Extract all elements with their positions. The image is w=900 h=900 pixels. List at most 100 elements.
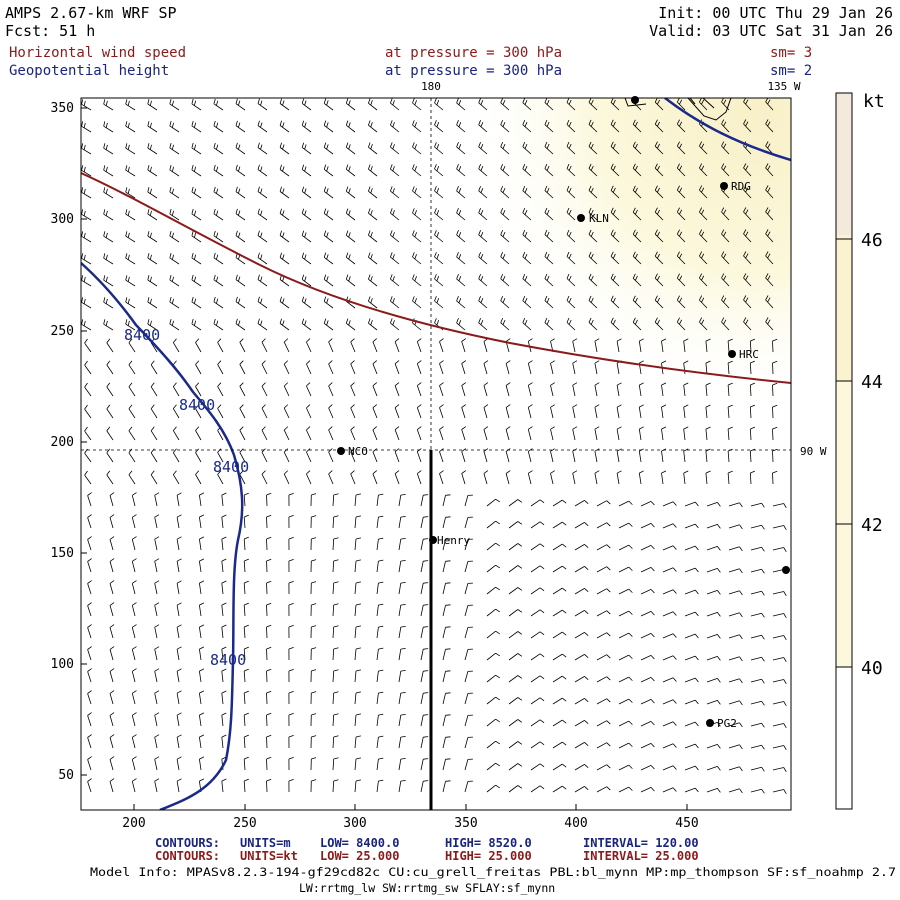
wind-barb [662, 787, 677, 793]
contour1-units: UNITS=m [240, 836, 291, 850]
wind-barb [390, 208, 400, 221]
wind-barb [544, 185, 554, 199]
wind-barb [412, 208, 422, 221]
wind-barb [310, 625, 317, 639]
wind-barb [176, 646, 182, 661]
wind-barb [87, 492, 92, 507]
wind-barb [508, 543, 523, 551]
wind-barb [257, 296, 268, 309]
wind-barb [456, 230, 466, 243]
wind-speed-contour-25kt [81, 172, 791, 384]
wind-barb [103, 297, 114, 309]
wind-barb [772, 382, 778, 397]
wind-barb [654, 229, 664, 243]
wind-barb [195, 382, 202, 397]
wind-barb [301, 296, 312, 309]
wind-barb [640, 743, 655, 749]
wind-barb [676, 229, 686, 243]
wind-barb [106, 470, 114, 485]
wind-barb [508, 763, 523, 771]
wind-barb [195, 426, 202, 441]
wind-barb [147, 297, 158, 309]
station-rdg: RDG [720, 180, 751, 193]
wind-barb [398, 780, 406, 793]
wind-barb [618, 544, 633, 551]
wind-barb [478, 164, 488, 177]
wind-barb [662, 589, 677, 595]
wind-barb [420, 714, 429, 727]
wind-barb [213, 274, 224, 287]
station-label: HRC [739, 348, 759, 361]
wind-barb [442, 494, 451, 507]
wind-barb [332, 757, 339, 771]
wind-barb [169, 230, 180, 243]
wind-barb [221, 492, 227, 507]
wind-barb [706, 524, 721, 529]
wind-barb [610, 229, 620, 243]
wind-barb [301, 318, 312, 331]
wind-barb [508, 631, 523, 639]
wind-barb [354, 537, 361, 551]
wind-barb [169, 296, 180, 309]
wind-barb [750, 502, 765, 508]
wind-barb [412, 252, 422, 265]
wind-barb [354, 779, 361, 793]
wind-barb [154, 734, 160, 749]
wind-barb [176, 668, 182, 683]
wind-barb [131, 580, 137, 595]
wind-barb [191, 120, 202, 133]
wind-barb [345, 318, 356, 331]
wind-barb [727, 404, 733, 419]
wind-barb [572, 404, 578, 419]
wind-barb [750, 678, 765, 684]
wind-barb [191, 186, 202, 199]
wind-barb [750, 524, 765, 530]
wind-barb [728, 744, 743, 750]
wind-barb [508, 697, 523, 705]
wind-barb [109, 558, 115, 573]
wind-barb [221, 690, 227, 705]
wind-barb [398, 736, 406, 749]
wind-barb [266, 602, 272, 617]
wind-barb [199, 492, 205, 507]
wind-barb [394, 448, 400, 463]
wind-barb [610, 98, 620, 111]
wind-barb [350, 470, 356, 485]
wind-barb [416, 338, 422, 353]
wind-barb [728, 766, 743, 772]
wind-barb [169, 252, 180, 265]
wind-barb [588, 141, 598, 155]
wind-barb [676, 251, 686, 265]
station-marker [577, 214, 585, 222]
wind-barb [706, 634, 721, 639]
wind-barb [128, 404, 136, 419]
wind-barb [109, 492, 115, 507]
wind-barb [288, 691, 294, 705]
wind-barb [638, 470, 644, 485]
wind-barb [350, 382, 356, 397]
wind-barb [594, 470, 600, 485]
wind-barb [106, 338, 114, 353]
wind-barb [199, 734, 205, 749]
wind-barb [84, 338, 92, 353]
wind-barb [772, 635, 787, 641]
colorbar-band-46-plus [836, 93, 852, 235]
wind-barb [483, 426, 489, 441]
wind-barb [243, 602, 249, 617]
wind-barb [749, 470, 756, 485]
wind-barb [154, 778, 160, 793]
wind-barb [131, 712, 137, 727]
wind-barb [420, 604, 429, 617]
wind-barb [128, 360, 136, 375]
contour2-low: LOW= 25.000 [320, 849, 399, 863]
wind-barb [765, 295, 774, 309]
wind-barb [354, 493, 361, 507]
wind-barb [750, 656, 765, 662]
wind-barb [478, 252, 488, 265]
wind-barb [594, 404, 600, 419]
wind-barb [439, 382, 444, 397]
wind-barb [154, 514, 160, 529]
wind-barb [632, 207, 642, 221]
wind-barb [390, 230, 400, 243]
wind-barb [372, 338, 378, 353]
